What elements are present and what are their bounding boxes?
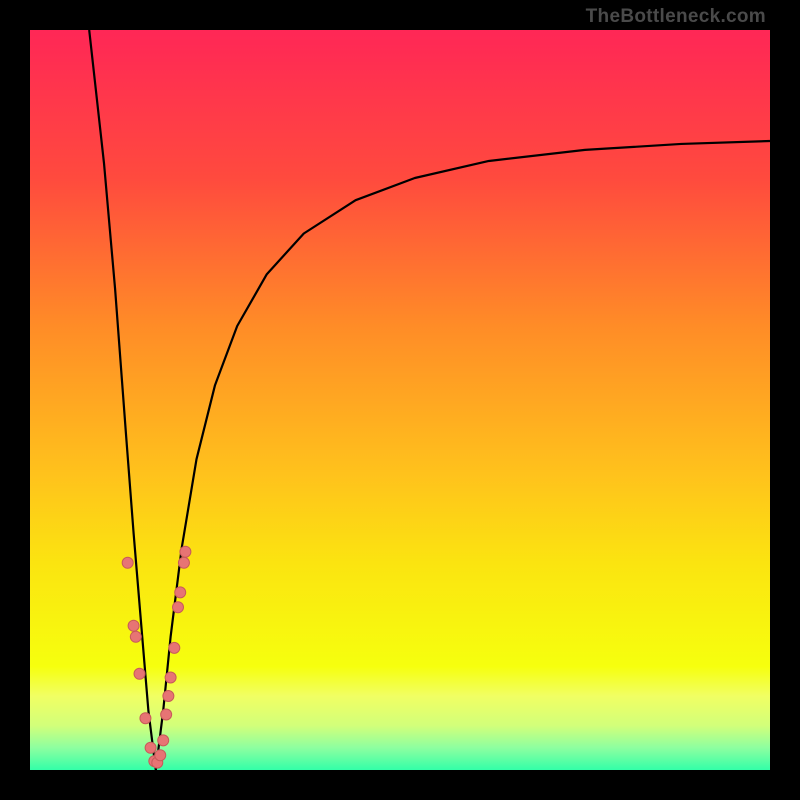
chart-container: TheBottleneck.com [0, 0, 800, 800]
chart-background [30, 30, 770, 770]
watermark-text: TheBottleneck.com [586, 6, 766, 28]
